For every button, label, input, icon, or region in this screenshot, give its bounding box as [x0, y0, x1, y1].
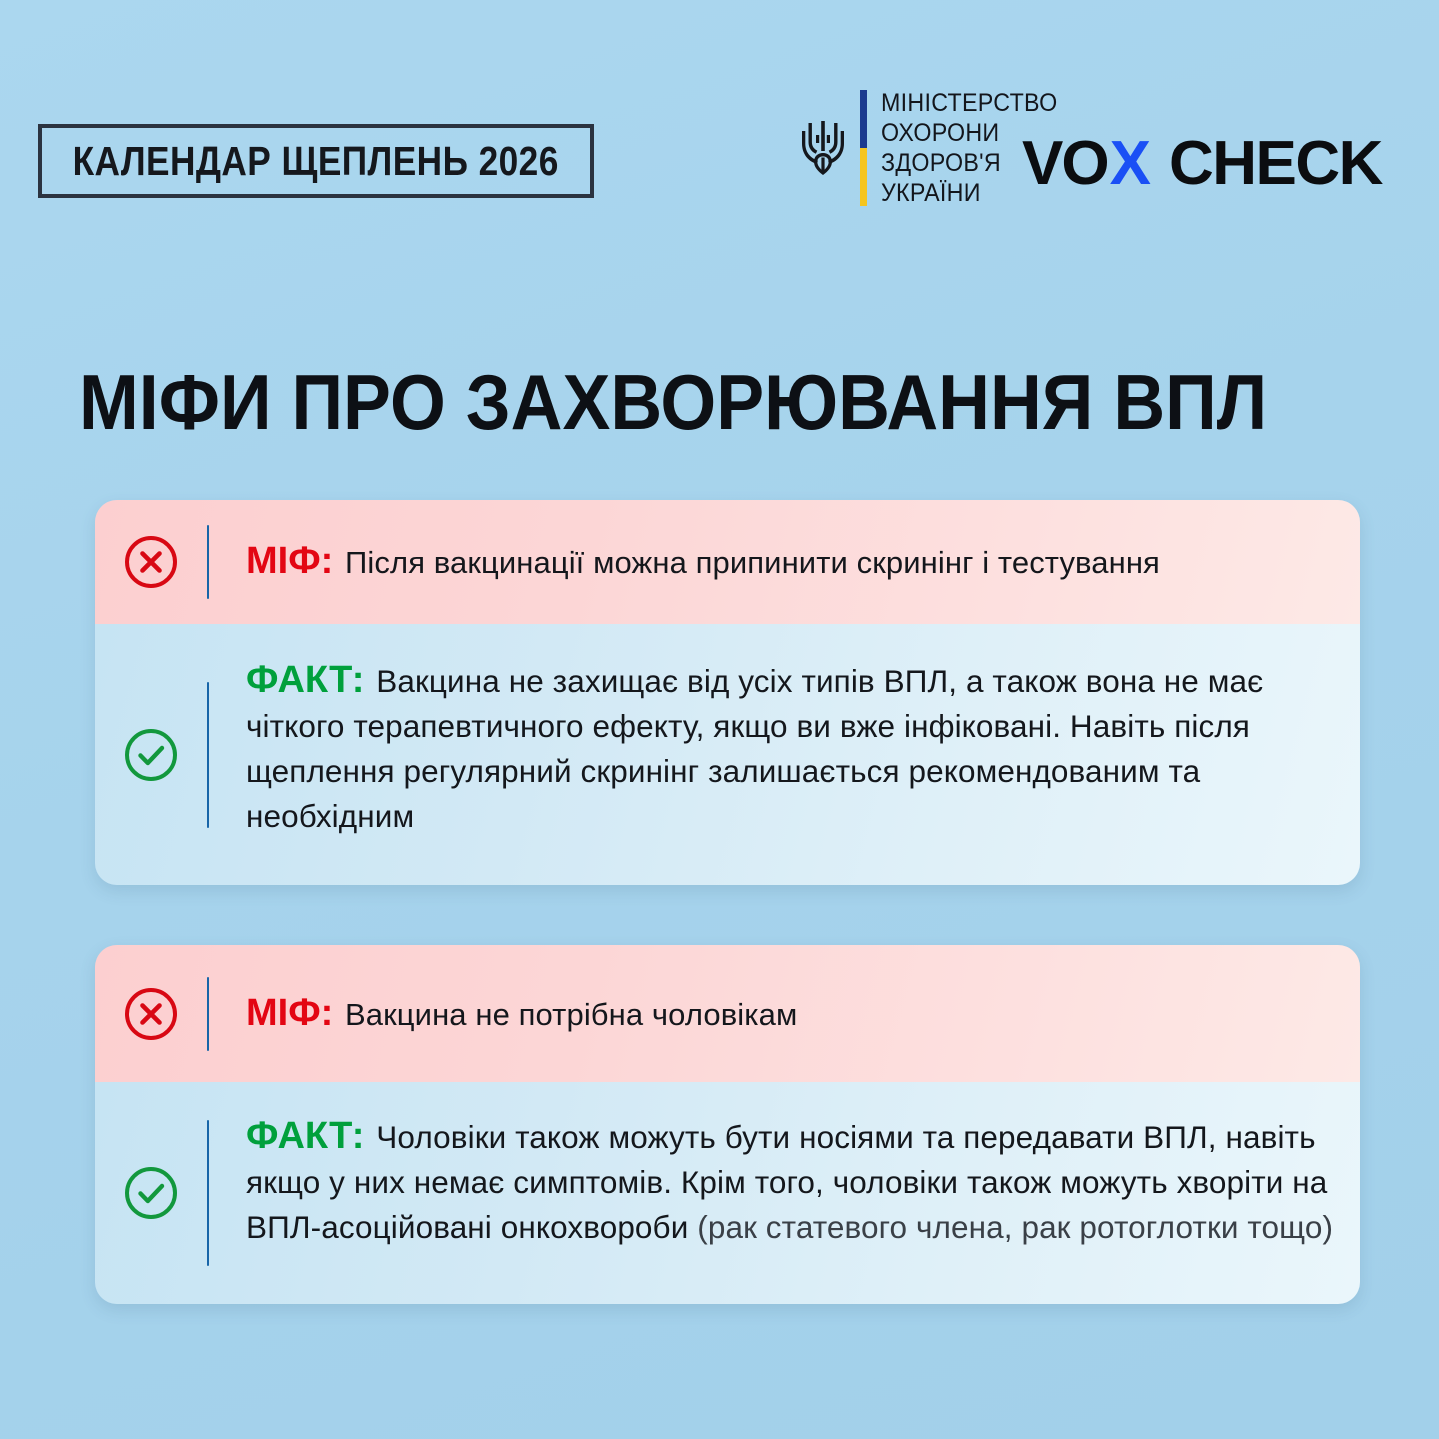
myth-divider — [207, 976, 209, 1051]
page-header: КАЛЕНДАР ЩЕПЛЕНЬ 2026 МІНІСТЕРСТВО ОХОРО… — [0, 0, 1439, 250]
circle-x-icon — [125, 536, 177, 588]
myth-icon-cell — [95, 500, 207, 624]
myth-label: МІФ: — [246, 540, 334, 582]
ministry-of-health-logo: МІНІСТЕРСТВО ОХОРОНИ ЗДОРОВ'Я УКРАЇНИ — [800, 88, 1071, 208]
myth-text-paragraph: МІФ: Після вакцинації можна припинити ск… — [246, 539, 1336, 585]
circle-check-icon — [125, 728, 177, 781]
fact-row: ФАКТ: Чоловіки також можуть бути носіями… — [95, 1082, 1360, 1304]
voxcheck-check-text: CHECK — [1168, 129, 1383, 198]
myth-text: Вакцина не потрібна чоловікам — [345, 996, 798, 1032]
fact-muted-text: (рак статевого члена, рак ротоглотки тощ… — [697, 1209, 1334, 1245]
circle-x-icon — [125, 987, 177, 1040]
voxcheck-vo-text: VO — [1022, 129, 1110, 198]
myth-row: МІФ: Вакцина не потрібна чоловікам — [95, 945, 1360, 1082]
fact-text-paragraph: ФАКТ: Вакцина не захищає від усіх типів … — [246, 658, 1336, 839]
myth-icon-cell — [95, 952, 207, 1076]
ukraine-flag-divider — [860, 90, 867, 206]
fact-icon-cell — [95, 1165, 207, 1221]
myth-fact-card-list: МІФ: Після вакцинації можна припинити ск… — [95, 500, 1360, 1364]
fact-label: ФАКТ: — [246, 1115, 365, 1157]
page-title: МІФИ ПРО ЗАХВОРЮВАННЯ ВПЛ — [79, 358, 1268, 446]
circle-check-icon — [125, 1167, 177, 1219]
myth-divider-cell — [207, 945, 209, 1082]
myth-fact-card: МІФ: Після вакцинації можна припинити ск… — [95, 500, 1360, 885]
fact-row: ФАКТ: Вакцина не захищає від усіх типів … — [95, 624, 1360, 885]
fact-label: ФАКТ: — [246, 659, 365, 701]
myth-label: МІФ: — [246, 991, 334, 1034]
fact-divider — [207, 1120, 209, 1266]
ministry-name-block: МІНІСТЕРСТВО ОХОРОНИ ЗДОРОВ'Я УКРАЇНИ — [881, 88, 1071, 208]
fact-text-cell: ФАКТ: Вакцина не захищає від усіх типів … — [209, 624, 1360, 885]
fact-divider — [207, 681, 209, 828]
myth-text: Після вакцинації можна припинити скринін… — [345, 545, 1160, 580]
fact-text-cell: ФАКТ: Чоловіки також можуть бути носіями… — [209, 1082, 1360, 1304]
myth-divider — [207, 525, 209, 599]
fact-divider-cell — [207, 1082, 209, 1304]
myth-text-cell: МІФ: Вакцина не потрібна чоловікам — [209, 991, 1360, 1037]
myth-text-paragraph: МІФ: Вакцина не потрібна чоловікам — [246, 991, 1336, 1037]
myth-fact-card: МІФ: Вакцина не потрібна чоловікам ФАКТ:… — [95, 945, 1360, 1304]
calendar-badge: КАЛЕНДАР ЩЕПЛЕНЬ 2026 — [38, 124, 594, 198]
ukraine-trident-icon — [802, 121, 844, 175]
fact-icon-cell — [95, 727, 207, 783]
voxcheck-x-icon: X — [1109, 129, 1151, 198]
ministry-line-3: ЗДОРОВ'Я — [881, 149, 1001, 177]
fact-text: Чоловіки також можуть бути носіями та пе… — [246, 1119, 1328, 1245]
voxcheck-logo: VO X CHECK — [1022, 128, 1383, 199]
calendar-badge-label: КАЛЕНДАР ЩЕПЛЕНЬ 2026 — [72, 137, 560, 184]
fact-text: Вакцина не захищає від усіх типів ВПЛ, а… — [246, 663, 1264, 834]
fact-text-paragraph: ФАКТ: Чоловіки також можуть бути носіями… — [246, 1114, 1336, 1250]
fact-divider-cell — [207, 624, 209, 885]
myth-text-cell: МІФ: Після вакцинації можна припинити ск… — [209, 539, 1360, 585]
ministry-line-4: УКРАЇНИ — [881, 179, 981, 207]
myth-row: МІФ: Після вакцинації можна припинити ск… — [95, 500, 1360, 624]
ministry-line-1: МІНІСТЕРСТВО — [881, 89, 1058, 117]
myth-divider-cell — [207, 500, 209, 624]
ministry-line-2: ОХОРОНИ — [881, 119, 1000, 147]
